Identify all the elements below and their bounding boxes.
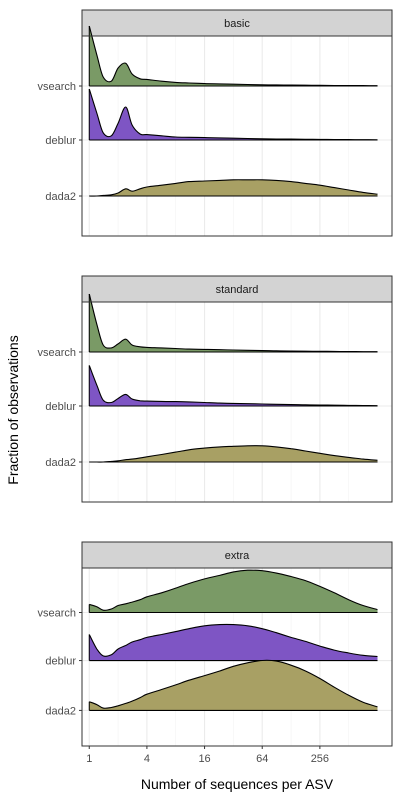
facet-strip-label: basic (224, 18, 250, 30)
y-tick-label-vsearch: vsearch (37, 81, 76, 93)
ridge-area-dada2 (89, 660, 378, 711)
y-tick-label-dada2: dada2 (45, 191, 76, 203)
series-dada2-standard (89, 445, 378, 463)
y-tick-label-deblur: deblur (45, 656, 76, 668)
x-tick-label: 64 (256, 753, 268, 765)
ridge-area-deblur (89, 365, 378, 406)
ridge-area-deblur (89, 89, 378, 140)
ridge-outline-deblur (88, 365, 378, 407)
ridge-outline-deblur (88, 88, 378, 141)
ridge-outline-vsearch (89, 569, 378, 611)
panel-border (81, 35, 393, 237)
y-axis-title: Fraction of observations (5, 335, 21, 484)
facet-strip-label: standard (216, 284, 259, 296)
y-tick-label-vsearch: vsearch (37, 347, 76, 359)
panels-layer: basic vsearch deblur dada2 standard vsearch de… (37, 9, 393, 765)
y-tick-label-dada2: dada2 (45, 705, 76, 717)
ridge-area-vsearch (89, 294, 378, 352)
x-tick-label: 256 (311, 753, 329, 765)
facet-strip-label: extra (225, 550, 250, 562)
facet-strip (81, 541, 393, 569)
x-tick-label: 16 (198, 753, 210, 765)
facet-panel-extra: extra vsearch deblur dada2 1 4 16 64 256 (37, 541, 393, 765)
series-dada2-extra (88, 659, 378, 711)
ridge-outline-vsearch (88, 25, 378, 87)
y-tick-label-vsearch: vsearch (37, 608, 76, 620)
y-tick-label-deblur: deblur (45, 401, 76, 413)
series-dada2-basic (89, 179, 378, 197)
x-axis-title: Number of sequences per ASV (141, 776, 334, 792)
panel-border (81, 567, 393, 747)
facet-panel-basic: basic vsearch deblur dada2 (37, 9, 393, 237)
y-tick-label-dada2: dada2 (45, 457, 76, 469)
ridge-outline-dada2 (89, 445, 378, 463)
panel-border (81, 301, 393, 503)
series-vsearch-extra (88, 569, 378, 614)
facet-panel-standard: standard vsearch deblur dada2 (37, 275, 393, 503)
ridge-outline-vsearch (88, 293, 378, 353)
facet-strip (81, 9, 393, 37)
series-deblur-standard (88, 365, 378, 407)
ridge-outline-dada2 (89, 659, 378, 709)
ridge-outline-dada2 (89, 179, 378, 197)
x-tick-label: 1 (86, 753, 92, 765)
x-tick-label: 4 (144, 753, 150, 765)
y-tick-label-deblur: deblur (45, 135, 76, 147)
ridge-area-vsearch (89, 26, 378, 86)
series-vsearch-standard (88, 293, 378, 353)
series-deblur-basic (88, 88, 378, 141)
ridge-area-deblur (89, 624, 378, 661)
series-deblur-extra (88, 623, 378, 662)
ridge-outline-deblur (88, 623, 378, 658)
ridge-area-dada2 (89, 445, 378, 463)
